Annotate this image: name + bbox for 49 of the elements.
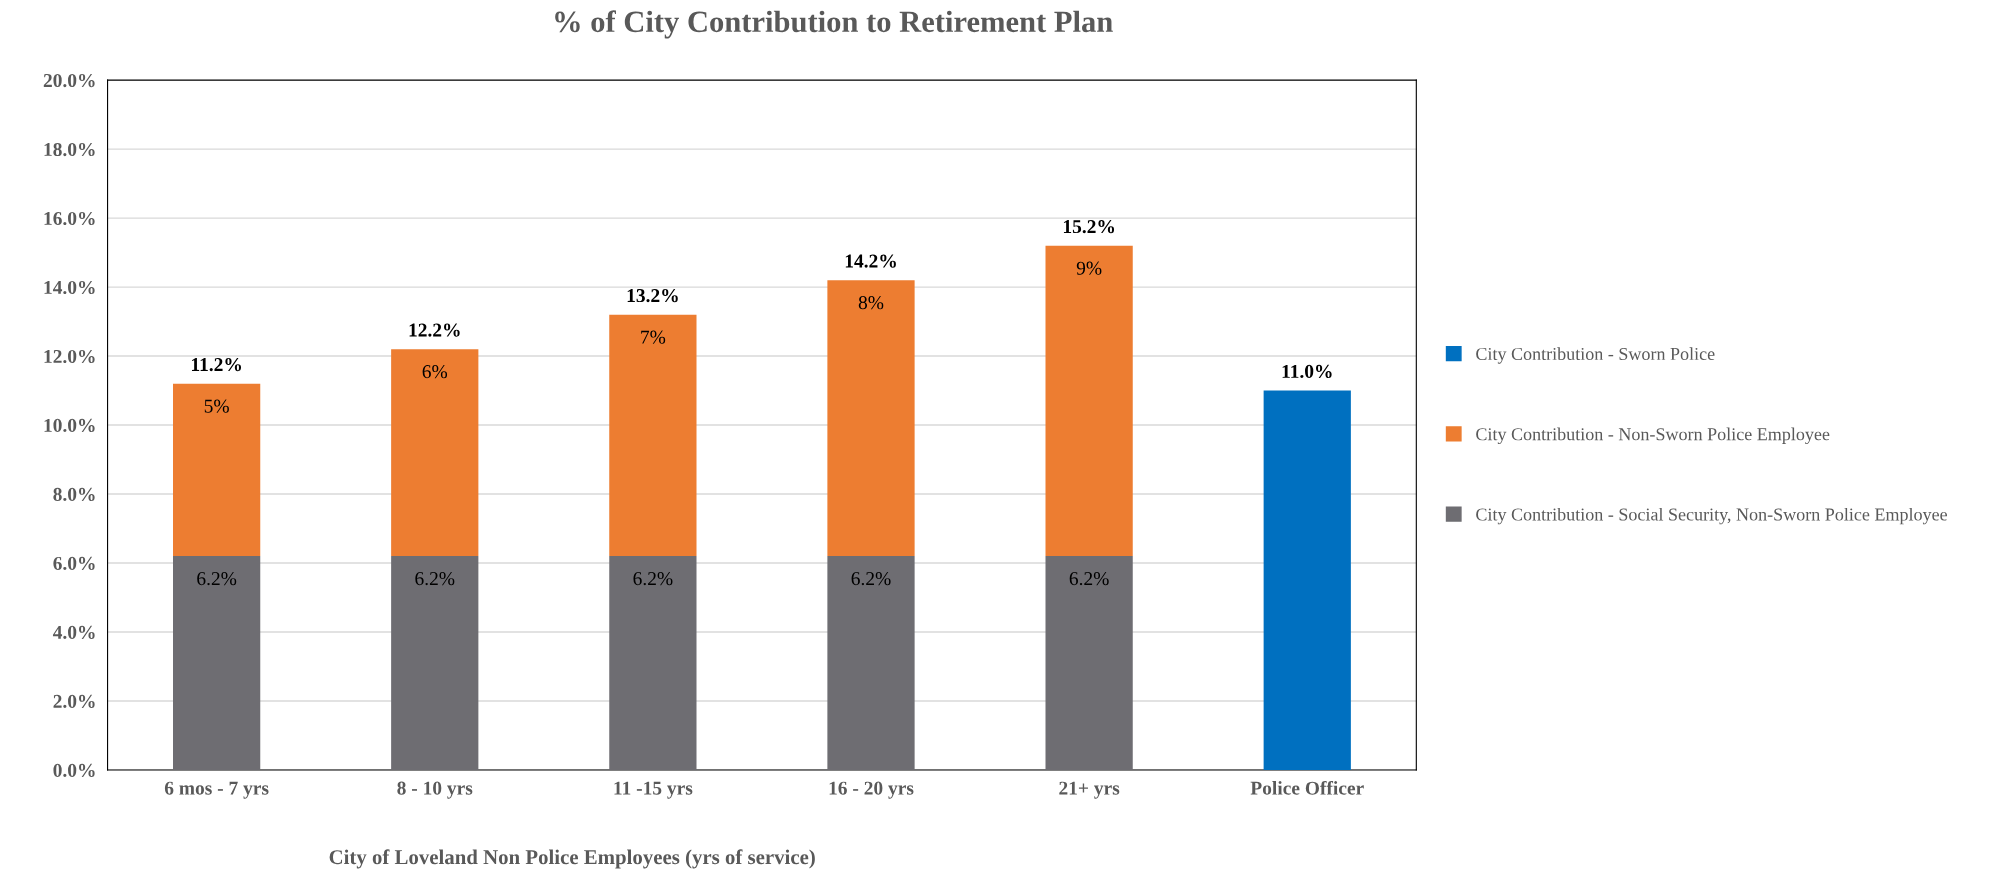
x-tick-label: Police Officer <box>1250 780 1364 795</box>
data-label: 6.2% <box>633 572 673 586</box>
x-tick-label: 16 - 20 yrs <box>829 781 914 799</box>
data-label: 8% <box>858 296 884 310</box>
data-label: 6.2% <box>1069 572 1109 586</box>
total-label: 14.2% <box>845 254 896 268</box>
y-tick-label: 2.0% <box>53 694 95 708</box>
data-label: 6% <box>422 365 448 379</box>
data-label: 7% <box>641 330 666 344</box>
y-tick-label: 0.0% <box>53 763 95 777</box>
y-tick-label: 18.0% <box>44 142 95 157</box>
data-label: 6.2% <box>851 572 891 586</box>
y-tick-label: 14.0% <box>44 280 95 295</box>
total-label: 12.2% <box>409 323 460 337</box>
total-label: 13.2% <box>627 288 678 303</box>
legend-label: City Contribution - Social Security, Non-Sworn Police Employee <box>1476 507 1947 525</box>
data-label: 6.2% <box>197 572 237 586</box>
bar <box>609 556 697 770</box>
legend-label: City Contribution - Non-Sworn Police Employee <box>1476 427 1830 445</box>
data-label: 5% <box>204 399 229 413</box>
total-label: 15.2% <box>1063 220 1115 234</box>
bar <box>1045 245 1133 557</box>
y-tick-label: 20.0% <box>43 73 95 88</box>
y-tick-label: 12.0% <box>44 349 95 364</box>
data-label: 9% <box>1076 261 1102 275</box>
data-label: 6.2% <box>415 572 455 586</box>
x-axis-title: City of Loveland Non Police Employees (yrs of service) <box>329 849 815 869</box>
bar <box>391 556 479 770</box>
legend-label: City Contribution - Sworn Police <box>1476 347 1715 364</box>
bar <box>827 280 915 557</box>
y-tick-label: 8.0% <box>53 487 95 502</box>
bar <box>1263 390 1351 770</box>
x-tick-label: 11 -15 yrs <box>614 781 693 799</box>
bar <box>1045 556 1133 770</box>
y-tick-label: 16.0% <box>44 211 95 226</box>
y-tick-label: 6.0% <box>53 556 95 571</box>
x-tick-label: 21+ yrs <box>1059 781 1120 799</box>
x-tick-label: 8 - 10 yrs <box>397 781 473 799</box>
total-label: 11.0% <box>1282 364 1332 379</box>
bar <box>391 349 479 557</box>
total-label: 11.2% <box>191 357 242 372</box>
y-tick-label: 10.0% <box>44 418 95 433</box>
bar <box>173 556 261 770</box>
bar <box>173 383 261 557</box>
x-tick-label: 6 mos - 7 yrs <box>164 781 269 799</box>
y-tick-label: 4.0% <box>52 625 95 640</box>
bar <box>609 314 697 557</box>
bar <box>827 556 915 770</box>
chart-title: % of City Contribution to Retirement Plan <box>555 10 1113 39</box>
